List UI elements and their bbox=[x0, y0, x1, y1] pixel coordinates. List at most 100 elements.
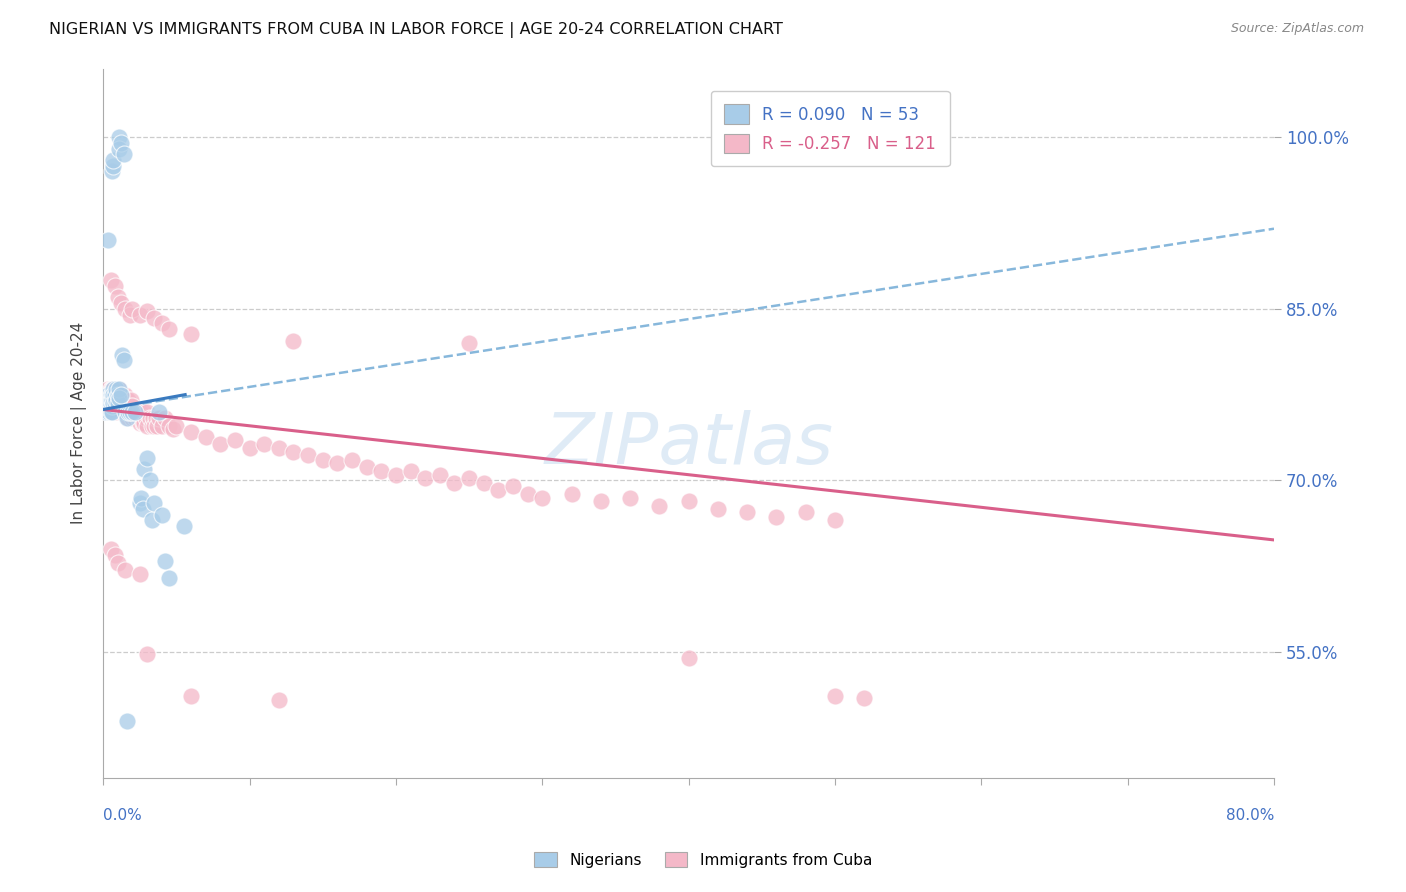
Point bbox=[114, 387, 136, 401]
Point bbox=[370, 464, 392, 478]
Point bbox=[165, 418, 187, 433]
Point bbox=[128, 496, 150, 510]
Point bbox=[100, 382, 122, 396]
Point bbox=[124, 405, 146, 419]
Point bbox=[112, 405, 135, 419]
Point bbox=[142, 410, 165, 425]
Point bbox=[121, 399, 143, 413]
Point bbox=[103, 382, 125, 396]
Point bbox=[157, 322, 180, 336]
Point bbox=[283, 334, 305, 348]
Point bbox=[103, 395, 125, 409]
Point bbox=[101, 387, 124, 401]
Point bbox=[111, 387, 134, 401]
Y-axis label: In Labor Force | Age 20-24: In Labor Force | Age 20-24 bbox=[72, 322, 87, 524]
Point bbox=[707, 502, 730, 516]
Point bbox=[326, 456, 349, 470]
Point bbox=[124, 410, 146, 425]
Point bbox=[105, 382, 128, 396]
Point bbox=[121, 301, 143, 316]
Point bbox=[146, 418, 169, 433]
Point bbox=[312, 453, 335, 467]
Point bbox=[103, 387, 125, 401]
Legend: Nigerians, Immigrants from Cuba: Nigerians, Immigrants from Cuba bbox=[526, 844, 880, 875]
Point bbox=[118, 399, 141, 413]
Point bbox=[458, 471, 481, 485]
Point bbox=[134, 462, 156, 476]
Point bbox=[97, 382, 120, 396]
Point bbox=[127, 410, 149, 425]
Text: NIGERIAN VS IMMIGRANTS FROM CUBA IN LABOR FORCE | AGE 20-24 CORRELATION CHART: NIGERIAN VS IMMIGRANTS FROM CUBA IN LABO… bbox=[49, 22, 783, 38]
Point bbox=[128, 416, 150, 430]
Point bbox=[794, 506, 817, 520]
Point bbox=[110, 393, 132, 408]
Point bbox=[209, 437, 232, 451]
Point bbox=[443, 475, 465, 490]
Point bbox=[97, 393, 120, 408]
Point bbox=[104, 279, 127, 293]
Point bbox=[134, 405, 156, 419]
Point bbox=[173, 519, 195, 533]
Point bbox=[143, 418, 166, 433]
Text: 0.0%: 0.0% bbox=[103, 808, 142, 823]
Point bbox=[150, 316, 173, 330]
Point bbox=[150, 418, 173, 433]
Point bbox=[132, 502, 155, 516]
Point bbox=[115, 410, 138, 425]
Point bbox=[104, 399, 127, 413]
Point bbox=[114, 301, 136, 316]
Point bbox=[98, 387, 121, 401]
Point bbox=[128, 567, 150, 582]
Point bbox=[853, 690, 876, 705]
Point bbox=[238, 442, 260, 456]
Point bbox=[100, 273, 122, 287]
Point bbox=[101, 382, 124, 396]
Point bbox=[103, 159, 125, 173]
Point bbox=[283, 445, 305, 459]
Point bbox=[399, 464, 422, 478]
Point bbox=[103, 395, 125, 409]
Point bbox=[118, 308, 141, 322]
Point bbox=[162, 422, 184, 436]
Point bbox=[108, 391, 131, 405]
Point bbox=[118, 405, 141, 419]
Point bbox=[98, 405, 121, 419]
Point bbox=[117, 410, 139, 425]
Point bbox=[110, 405, 132, 419]
Point bbox=[678, 650, 700, 665]
Point bbox=[458, 336, 481, 351]
Point bbox=[472, 475, 495, 490]
Point bbox=[136, 450, 159, 465]
Point bbox=[531, 491, 554, 505]
Point bbox=[385, 467, 408, 482]
Point bbox=[224, 434, 246, 448]
Point bbox=[115, 405, 138, 419]
Point bbox=[108, 382, 131, 396]
Point bbox=[108, 130, 131, 145]
Point bbox=[141, 418, 163, 433]
Point bbox=[107, 556, 129, 570]
Point bbox=[120, 393, 142, 408]
Point bbox=[145, 410, 167, 425]
Point bbox=[824, 689, 846, 703]
Point bbox=[143, 310, 166, 325]
Text: Source: ZipAtlas.com: Source: ZipAtlas.com bbox=[1230, 22, 1364, 36]
Point bbox=[117, 405, 139, 419]
Point bbox=[516, 487, 538, 501]
Point bbox=[340, 453, 363, 467]
Point bbox=[111, 399, 134, 413]
Point bbox=[105, 405, 128, 419]
Point bbox=[824, 513, 846, 527]
Point bbox=[94, 405, 117, 419]
Point bbox=[589, 494, 612, 508]
Point bbox=[678, 494, 700, 508]
Point bbox=[502, 479, 524, 493]
Point bbox=[180, 689, 202, 703]
Legend: R = 0.090   N = 53, R = -0.257   N = 121: R = 0.090 N = 53, R = -0.257 N = 121 bbox=[711, 91, 949, 166]
Point bbox=[143, 496, 166, 510]
Point bbox=[104, 387, 127, 401]
Text: ZIPatlas: ZIPatlas bbox=[544, 410, 834, 479]
Point bbox=[101, 393, 124, 408]
Point bbox=[110, 296, 132, 310]
Point bbox=[101, 393, 124, 408]
